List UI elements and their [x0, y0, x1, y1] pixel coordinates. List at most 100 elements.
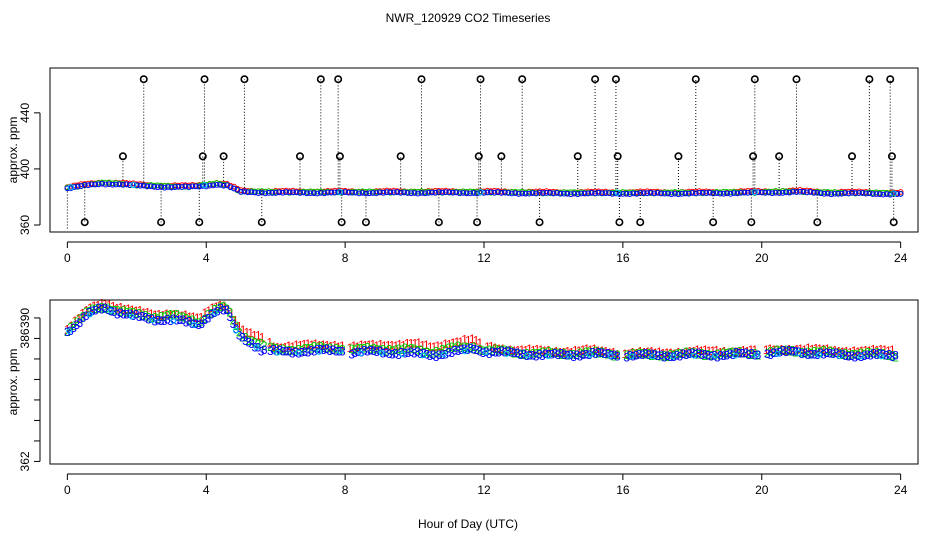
data-point: 3	[295, 347, 302, 361]
data-point: 2	[567, 348, 574, 362]
data-point	[232, 327, 239, 334]
data-point	[679, 190, 685, 197]
spike-point	[434, 218, 443, 227]
data-point: 2	[498, 343, 505, 357]
data-point: 2	[392, 343, 399, 357]
data-point: 3	[420, 347, 427, 361]
data-point: 3	[152, 315, 159, 329]
bottom-x-axis: 0 4 8 12 16 20 24	[64, 473, 908, 497]
data-point: 2	[423, 345, 430, 359]
data-point: 1	[68, 319, 75, 333]
data-point: 1	[870, 342, 877, 356]
data-point: 2	[64, 325, 71, 339]
data-point	[588, 189, 595, 196]
data-point	[130, 181, 137, 188]
data-point: 2	[314, 341, 321, 355]
data-point: 3	[217, 301, 224, 315]
data-point: 2	[205, 308, 212, 322]
data-point: 3	[523, 349, 530, 363]
data-point: 2	[786, 345, 793, 359]
data-point	[352, 189, 359, 196]
data-point: 2	[439, 343, 446, 357]
data-point: 2	[152, 311, 159, 325]
data-point: 1	[389, 339, 396, 353]
data-point	[560, 190, 567, 197]
data-point: 1	[350, 339, 357, 353]
data-point: 2	[202, 312, 209, 326]
data-point: 3	[252, 340, 259, 354]
data-point: 3	[570, 350, 577, 364]
data-point: 3	[173, 313, 180, 327]
data-point: 2	[133, 307, 140, 321]
data-point: 3	[161, 314, 168, 328]
data-point: 2	[570, 347, 577, 361]
x-tick-label: 12	[477, 251, 491, 265]
data-point	[74, 183, 81, 190]
data-point	[831, 190, 838, 197]
spike-point	[750, 75, 759, 84]
data-point: 3	[645, 348, 652, 362]
data-point	[251, 189, 258, 196]
data-point: 3	[139, 310, 146, 324]
data-point: 3	[223, 303, 230, 317]
data-point: 2	[861, 347, 868, 361]
data-point	[456, 190, 463, 197]
data-point: 2	[461, 340, 468, 354]
x-tick-label: 20	[755, 251, 769, 265]
data-point: 3	[358, 346, 365, 360]
data-point: 2	[576, 346, 583, 360]
data-point: 1	[72, 314, 79, 328]
data-point: 2	[561, 347, 568, 361]
data-point: 3	[111, 305, 118, 319]
data-point: 3	[289, 346, 296, 360]
data-point	[547, 189, 553, 196]
data-point: 2	[233, 319, 240, 333]
data-point: 1	[492, 341, 499, 355]
data-point: 3	[655, 349, 662, 363]
spike-point	[848, 152, 857, 161]
data-point: 2	[851, 347, 858, 361]
data-point: 2	[864, 346, 871, 360]
data-point: 3	[605, 346, 612, 360]
data-point: 3	[236, 329, 243, 343]
data-point: 2	[833, 346, 840, 360]
data-point: 3	[755, 348, 762, 362]
data-point: 2	[755, 348, 762, 362]
data-point: 3	[102, 301, 109, 315]
data-point: 1	[312, 337, 319, 351]
data-point: 2	[236, 325, 243, 339]
data-point: 2	[736, 345, 743, 359]
data-point: 3	[801, 346, 808, 360]
data-point	[203, 183, 210, 190]
data-point: 3	[177, 313, 184, 327]
data-point: 3	[548, 348, 555, 362]
data-point: 3	[705, 348, 712, 362]
data-point	[665, 190, 671, 197]
data-point	[557, 190, 564, 197]
data-point: 1	[763, 343, 770, 357]
spike-point	[749, 152, 758, 161]
data-point: 3	[189, 317, 196, 331]
data-point	[390, 189, 397, 196]
x-tick-label: 8	[342, 483, 349, 497]
data-point: 3	[583, 347, 590, 361]
data-point	[550, 190, 557, 197]
data-point: 2	[658, 349, 665, 363]
data-point	[116, 181, 123, 188]
data-point	[488, 189, 494, 196]
data-point: 3	[505, 344, 512, 358]
data-point: 2	[717, 348, 724, 362]
data-point: 3	[205, 311, 212, 325]
data-point: 1	[519, 343, 526, 357]
data-point: 3	[233, 322, 240, 336]
data-point: 2	[467, 342, 474, 356]
data-point: 1	[159, 308, 166, 322]
data-point: 1	[240, 323, 247, 337]
data-point	[880, 191, 887, 198]
data-point	[835, 190, 842, 197]
data-point: 2	[842, 347, 849, 361]
data-point: 3	[670, 350, 677, 364]
data-point: 2	[273, 341, 280, 355]
data-point: 1	[102, 297, 109, 311]
x-tick-label: 4	[203, 251, 210, 265]
